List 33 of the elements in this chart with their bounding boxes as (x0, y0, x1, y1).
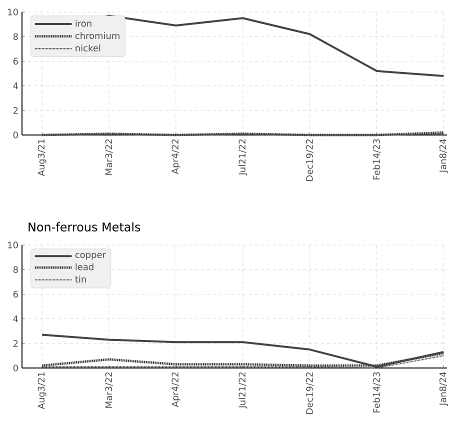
y-tick-label: 8 (13, 33, 18, 40)
y-tick-label: 10 (8, 8, 18, 16)
x-tick-label: Jul21/22 (238, 139, 248, 176)
legend-label: chromium (75, 32, 120, 40)
y-tick-label: 4 (13, 82, 18, 90)
x-tick-label: Aug3/21 (38, 372, 46, 410)
y-tick-label: 2 (13, 340, 18, 347)
y-tick-label: 6 (13, 58, 18, 65)
legend-label: copper (75, 252, 106, 260)
legend-label: iron (76, 20, 92, 27)
x-tick-label: Feb14/23 (372, 139, 381, 180)
x-tick-label: Dec19/22 (306, 139, 314, 181)
x-tick-label: Jan8/24 (439, 372, 448, 406)
x-tick-label: Jul21/22 (238, 372, 248, 409)
x-tick-label: Apr4/22 (172, 372, 180, 408)
x-tick-label: Mar3/22 (105, 139, 113, 175)
x-tick-label: Feb14/23 (372, 372, 381, 412)
y-tick-label: 0 (13, 132, 18, 138)
x-tick-label: Mar3/22 (105, 372, 113, 408)
legend-label: tin (75, 276, 86, 282)
legend-label: lead (76, 263, 94, 270)
y-tick-label: 0 (13, 364, 18, 372)
y-tick-label: 2 (13, 107, 18, 114)
chart-title: Non-ferrous Metals (28, 222, 140, 232)
y-tick-label: 10 (8, 242, 18, 248)
y-tick-label: 4 (13, 316, 18, 322)
x-tick-label: Aug3/21 (38, 139, 46, 176)
y-tick-label: 8 (13, 266, 18, 273)
y-tick-label: 6 (13, 290, 18, 298)
x-tick-label: Dec19/22 (306, 372, 314, 414)
legend-label: nickel (76, 44, 100, 52)
x-tick-label: Apr4/22 (172, 139, 180, 174)
x-tick-label: Jan8/24 (439, 139, 448, 173)
